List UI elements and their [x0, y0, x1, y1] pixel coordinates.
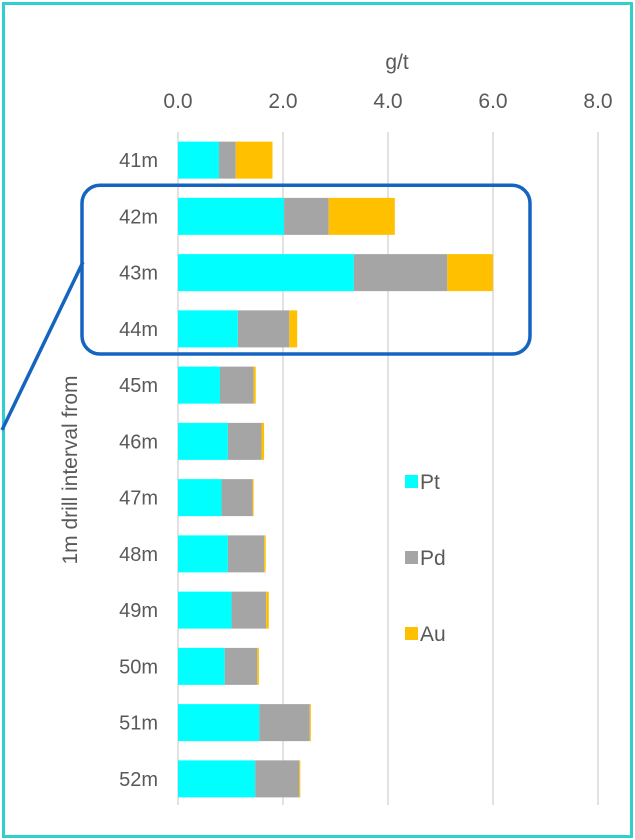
bar-segment-pd	[353, 254, 448, 292]
legend-swatch-au	[405, 627, 418, 640]
legend-label-au: Au	[420, 623, 446, 646]
x-tick-label: 2.0	[268, 90, 297, 113]
bar-segment-pt	[178, 704, 260, 742]
x-tick-label: 8.0	[583, 90, 612, 113]
x-tick-label: 4.0	[373, 90, 402, 113]
bar-segment-pd	[284, 197, 329, 235]
y-category-label: 43m	[119, 263, 158, 285]
bar-segment-pd	[224, 647, 258, 685]
bar-segment-pt	[178, 422, 228, 460]
bar-segment-pd	[227, 535, 265, 573]
bars	[178, 141, 493, 798]
legend: Pt Pd Au	[405, 471, 446, 646]
bar-segment-pt	[178, 254, 354, 292]
legend-swatch-pd	[405, 551, 418, 564]
bar-segment-au	[253, 366, 256, 404]
bar-segment-au	[257, 647, 259, 685]
bar-segment-pd	[237, 310, 290, 348]
bar-segment-pt	[178, 197, 285, 235]
bar-segment-pt	[178, 535, 228, 573]
bar-segment-pt	[178, 310, 238, 348]
bar-segment-pt	[178, 591, 232, 629]
bar-segment-pt	[178, 760, 256, 798]
bar-segment-pt	[178, 141, 219, 179]
bar-segment-pd	[227, 422, 262, 460]
y-category-label: 49m	[119, 600, 158, 622]
x-axis-title: g/t	[385, 51, 409, 74]
y-category-label: 46m	[119, 431, 158, 453]
bar-segment-au	[252, 479, 254, 517]
y-category-label: 41m	[119, 150, 158, 172]
legend-label-pd: Pd	[420, 547, 446, 570]
y-category-label: 52m	[119, 769, 158, 791]
bar-segment-au	[261, 422, 265, 460]
y-category-label: 50m	[119, 656, 158, 678]
bar-segment-au	[309, 704, 311, 742]
y-category-label: 47m	[119, 488, 158, 510]
bar-segment-au	[266, 591, 269, 629]
x-tick-labels: 0.0 2.0 4.0 6.0 8.0	[163, 90, 612, 113]
legend-label-pt: Pt	[420, 471, 440, 494]
bar-segment-pt	[178, 479, 222, 517]
bar-segment-au	[235, 141, 273, 179]
bar-segment-au	[264, 535, 266, 573]
bar-segment-au	[447, 254, 493, 292]
callout-line	[0, 261, 85, 431]
y-category-label: 48m	[119, 544, 158, 566]
y-category-label: 42m	[119, 206, 158, 228]
bar-segment-pt	[178, 366, 220, 404]
bar-segment-pd	[221, 479, 253, 517]
bar-segment-au	[328, 197, 395, 235]
y-category-labels: 41m 42m 43m 44m 45m 46m 47m 48m 49m 50m 51m 52m	[119, 150, 158, 791]
bar-segment-au	[289, 310, 298, 348]
bar-segment-pt	[178, 647, 225, 685]
highlight-group	[0, 183, 532, 431]
gridlines	[177, 132, 599, 805]
y-category-label: 51m	[119, 713, 158, 735]
x-tick-label: 6.0	[478, 90, 507, 113]
bar-segment-pd	[218, 141, 236, 179]
bar-segment-pd	[259, 704, 310, 742]
bar-segment-pd	[255, 760, 300, 798]
x-tick-label: 0.0	[163, 90, 192, 113]
bar-segment-pd	[231, 591, 267, 629]
bar-segment-au	[299, 760, 301, 798]
bar-segment-pd	[220, 366, 254, 404]
highlight-box	[80, 183, 532, 356]
y-axis-title: 1m drill interval from	[59, 375, 82, 564]
y-category-label: 45m	[119, 375, 158, 397]
y-category-label: 44m	[119, 319, 158, 341]
legend-swatch-pt	[405, 475, 418, 488]
